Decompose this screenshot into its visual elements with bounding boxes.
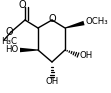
Text: OH: OH xyxy=(45,77,59,85)
Text: HO: HO xyxy=(5,45,18,54)
Text: OCH₃: OCH₃ xyxy=(85,17,108,27)
Text: O: O xyxy=(48,14,56,24)
Text: O: O xyxy=(5,27,13,37)
Text: H₃C: H₃C xyxy=(1,36,17,45)
Polygon shape xyxy=(65,21,85,28)
Text: O: O xyxy=(18,0,26,10)
Polygon shape xyxy=(20,48,38,52)
Text: OH: OH xyxy=(79,50,92,60)
